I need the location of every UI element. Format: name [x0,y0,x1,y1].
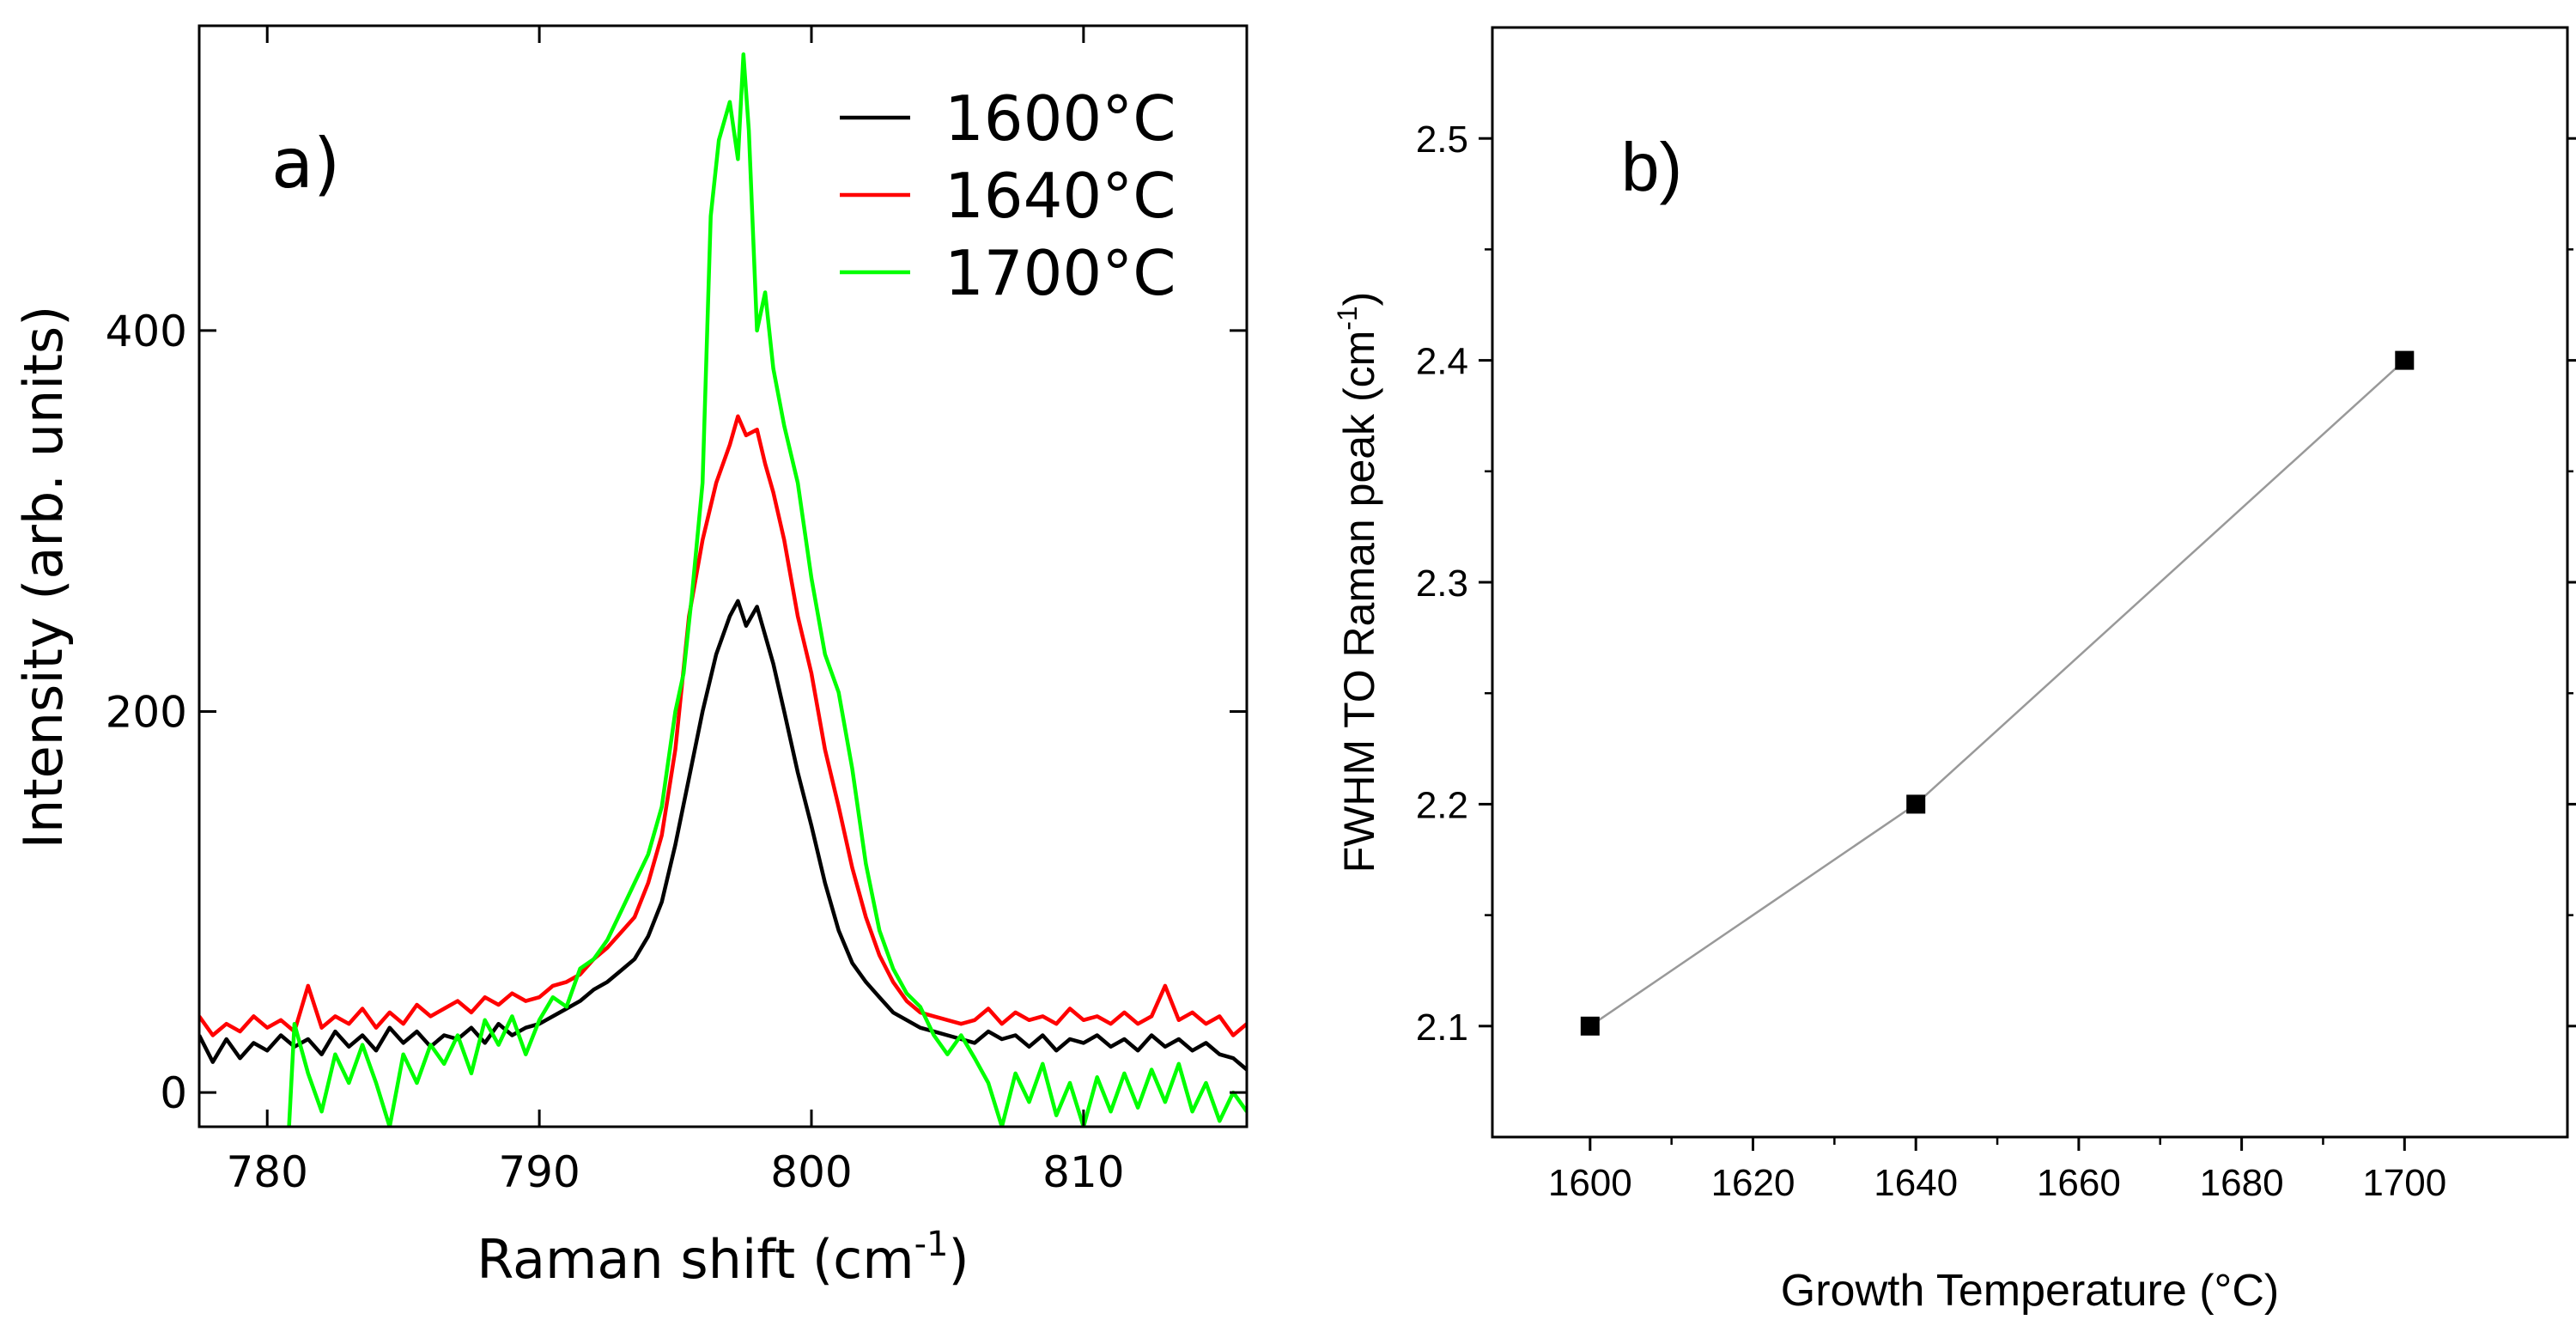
panel-a-ytick-label: 200 [106,687,187,737]
panel-a-frame [197,24,1249,1128]
panel-b-xtick-label: 1660 [2037,1162,2121,1204]
panel-b-data-point [1580,1016,1600,1036]
panel-a-xlabel-close: ) [949,1228,969,1291]
panel-a-xtick-label: 800 [770,1147,852,1197]
panel-b-ylabel-close: ) [1335,292,1383,307]
panel-b-ylabel-sup: -1 [1332,306,1363,330]
panel-b-data-point [2395,350,2415,370]
panel-a-xtick-label: 780 [227,1147,308,1197]
legend-label-0: 1600°C [945,82,1176,155]
panel-b-label: b) [1621,129,1682,205]
panel-a-xlabel-sup: -1 [914,1225,949,1264]
panel-b-xtick-label: 1600 [1548,1162,1632,1204]
panel-b-ytick-label: 2.3 [1416,563,1468,605]
panel-b-xtick-label: 1680 [2200,1162,2284,1204]
panel-a-ytick-label: 400 [106,307,187,356]
panel-b-fwhm: 1600 1620 1640 1660 1680 17002.12.22.32.42.5 … [1332,26,2576,1316]
panel-a-xlabel: Raman shift (cm-1) [477,1225,969,1291]
panel-b-series-line [1589,359,2406,1027]
panel-a-series-line-2 [287,52,1247,1127]
legend-label-2: 1700°C [945,237,1176,309]
panel-a-ticks: 780 790 800 810 0 200 400 [106,26,1247,1197]
panel-b-ticks: 1600 1620 1640 1660 1680 1700 2.1 2.2 2.3 2.4 2.5 [1416,119,2576,1204]
panel-b-xtick-label: 1700 [2362,1162,2446,1204]
panel-a-series-line-1 [199,414,1247,1037]
panel-a-ylabel: Intensity (arb. units) [12,306,75,849]
panel-b-ytick-label: 2.1 [1416,1007,1468,1049]
panel-a-series-group [199,52,1247,1127]
panel-b-ytick-label: 2.2 [1416,784,1468,826]
panel-b-xlabel: Growth Temperature (°C) [1781,1266,2279,1316]
panel-a-label: a) [271,124,340,204]
panel-b-ytick-label: 2.4 [1416,341,1468,383]
panel-a-ytick-label: 0 [160,1068,187,1118]
panel-b-ylabel: FWHM TO Raman peak (cm-1) [1332,292,1383,873]
panel-a-xtick-label: 790 [498,1147,580,1197]
panel-a-xtick-label: 810 [1042,1147,1124,1197]
panel-b-xtick-label: 1620 [1711,1162,1795,1204]
panel-a-raman-spectra: 780 790 800 810 0 200 400 a) Intensity (arb. u… [12,24,1249,1291]
panel-b-ytick-label: 2.5 [1416,119,1468,161]
panel-b-xtick-label: 1640 [1874,1162,1958,1204]
panel-b-data-point [1906,794,1926,814]
panel-b-ylabel-text: FWHM TO Raman peak (cm [1335,331,1383,873]
panel-a-xlabel-text: Raman shift (cm [477,1228,914,1291]
panel-b-series-group [1580,350,2415,1036]
legend-label-1: 1640°C [945,160,1176,232]
panel-a-series-line-0 [199,599,1247,1072]
